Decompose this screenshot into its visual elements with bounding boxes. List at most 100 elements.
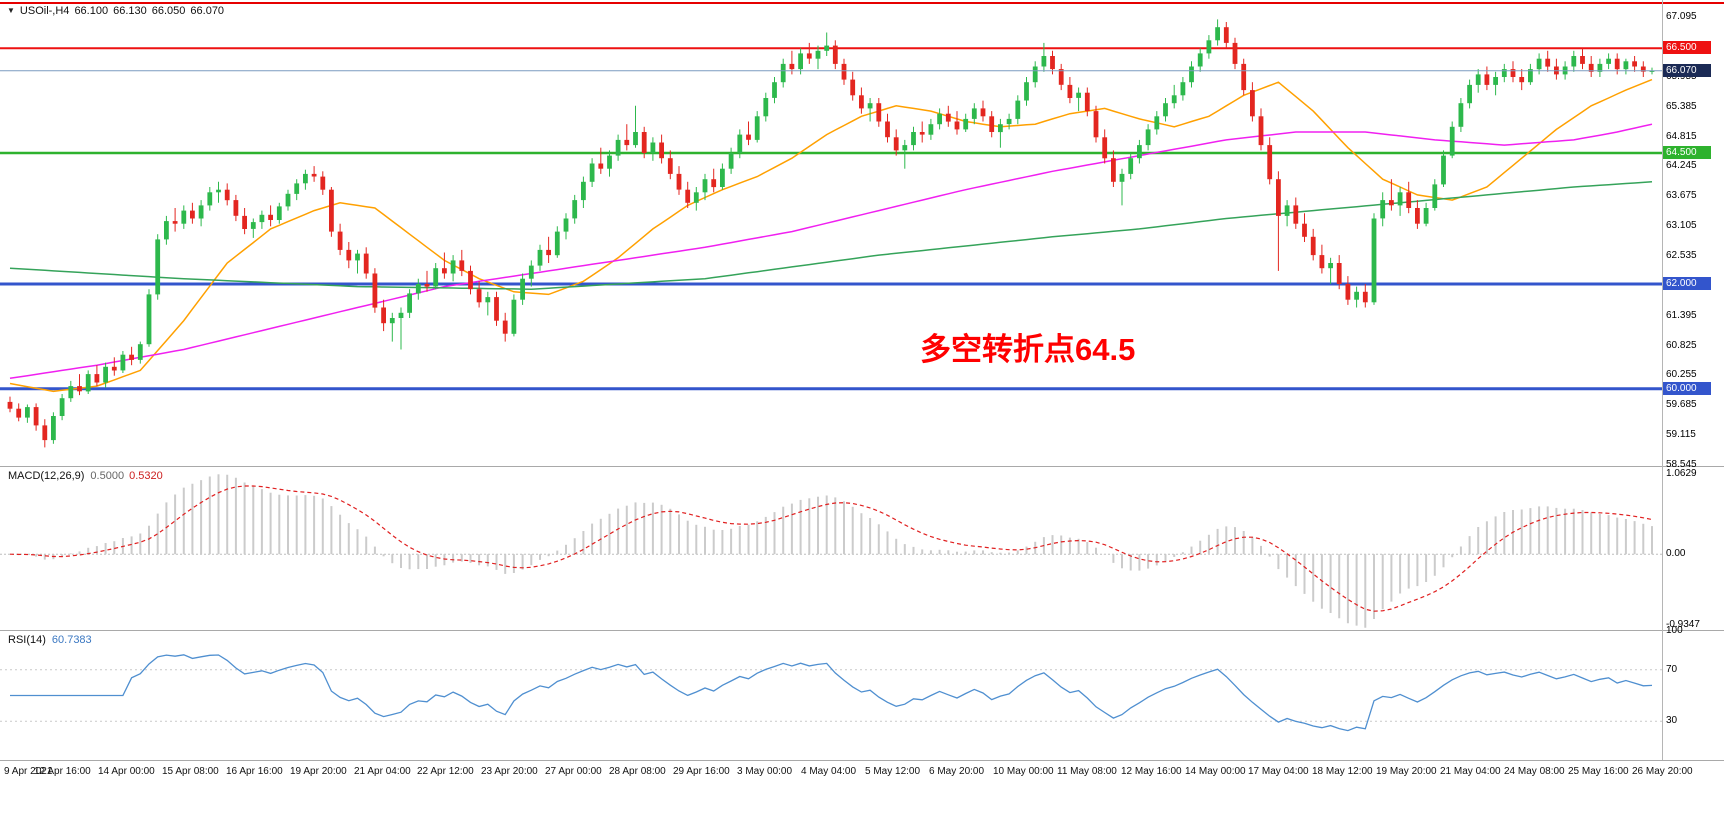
- rsi-axis-label: 30: [1666, 715, 1678, 727]
- macd-pane[interactable]: [0, 467, 1662, 630]
- candle-body: [485, 297, 491, 303]
- candle-body: [303, 173, 308, 184]
- macd-label: MACD(12,26,9) 0.5000 0.5320: [8, 470, 163, 482]
- rsi-pane[interactable]: [0, 631, 1662, 760]
- symbol-dropdown-icon[interactable]: ▼: [7, 6, 15, 15]
- candle-body: [415, 284, 421, 294]
- candle-body: [33, 407, 39, 426]
- candle-body: [563, 218, 569, 232]
- candle-body: [780, 63, 786, 83]
- candle-body: [1545, 58, 1551, 67]
- pane-separator: [0, 760, 1724, 761]
- candle-body: [103, 366, 108, 383]
- time-label: 21 Apr 04:00: [354, 766, 411, 777]
- candle-body: [806, 53, 812, 59]
- candle-body: [1449, 126, 1455, 156]
- candle-body: [1284, 205, 1290, 216]
- candle-body: [494, 297, 499, 321]
- main-chart-pane[interactable]: [0, 0, 1662, 466]
- candle-body: [1406, 192, 1412, 208]
- price-axis[interactable]: 67.09566.52565.95565.38564.81564.24563.6…: [1663, 0, 1724, 781]
- candle-body: [789, 63, 795, 70]
- pane-separator[interactable]: [0, 630, 1724, 631]
- rsi-line: [10, 654, 1653, 732]
- candle-body: [1180, 82, 1186, 96]
- candle-body: [1441, 155, 1446, 185]
- candle-body: [971, 108, 977, 119]
- time-label: 25 May 16:00: [1568, 766, 1629, 777]
- candle-body: [893, 137, 899, 151]
- candle-body: [859, 95, 864, 109]
- candle-body: [1084, 92, 1090, 111]
- candle-body: [1614, 58, 1620, 70]
- candle-body: [137, 344, 143, 360]
- price-tick-label: 62.535: [1666, 249, 1697, 261]
- candle-body: [737, 134, 743, 153]
- candle-body: [902, 145, 908, 151]
- candle-body: [51, 416, 56, 441]
- candle-body: [1302, 223, 1307, 237]
- candle-body: [728, 153, 734, 169]
- candle-body: [528, 265, 534, 279]
- candle-body: [1276, 179, 1281, 216]
- candle-body: [1354, 291, 1359, 300]
- candle-body: [502, 320, 508, 334]
- candle-body: [1458, 103, 1464, 127]
- candle-body: [1423, 208, 1429, 224]
- rsi-axis-label: 70: [1666, 663, 1678, 675]
- time-label: 15 Apr 08:00: [162, 766, 219, 777]
- candle-body: [641, 132, 647, 153]
- candle-body: [1571, 56, 1577, 67]
- candle-body: [720, 168, 725, 187]
- time-label: 17 May 04:00: [1248, 766, 1309, 777]
- candle-body: [1484, 74, 1490, 85]
- candle-body: [155, 239, 161, 295]
- candle-body: [120, 354, 126, 371]
- pane-separator[interactable]: [0, 466, 1724, 467]
- candle-body: [598, 163, 604, 169]
- candle-body: [615, 139, 621, 156]
- candle-body: [1093, 111, 1099, 138]
- candle-body: [42, 425, 48, 441]
- candle-body: [520, 278, 525, 300]
- candle-body: [963, 118, 969, 130]
- ma-fast-orange: [9, 78, 1653, 393]
- macd-name: MACD(12,26,9): [8, 470, 85, 482]
- candle-body: [68, 386, 74, 399]
- price-tick-label: 58.545: [1666, 459, 1697, 470]
- candle-body: [945, 113, 951, 122]
- time-label: 19 May 20:00: [1376, 766, 1437, 777]
- candle-body: [311, 173, 317, 177]
- candle-body: [633, 132, 638, 146]
- candle-body: [1293, 205, 1299, 224]
- candle-body: [572, 200, 578, 219]
- candle-body: [468, 270, 473, 290]
- rsi-value: 60.7383: [51, 634, 92, 646]
- candle-body: [346, 249, 352, 261]
- candle-body: [285, 193, 291, 207]
- candle-body: [824, 45, 830, 51]
- candle-body: [320, 176, 326, 190]
- time-label: 5 May 12:00: [865, 766, 921, 777]
- time-label: 12 May 16:00: [1121, 766, 1182, 777]
- candle-body: [1119, 173, 1125, 182]
- candle-body: [1137, 145, 1142, 159]
- ohlc-low: 66.050: [151, 5, 186, 17]
- rsi-label: RSI(14) 60.7383: [8, 634, 92, 646]
- candle-body: [1606, 58, 1611, 64]
- candle-body: [1319, 255, 1325, 269]
- candle-body: [59, 398, 65, 416]
- candle-body: [355, 253, 360, 261]
- time-label: 28 Apr 08:00: [609, 766, 666, 777]
- candle-body: [94, 374, 100, 383]
- time-axis[interactable]: 9 Apr 2021 12 Apr 16:00 14 Apr 00:00 15 Apr…: [0, 760, 1724, 784]
- candle-body: [1128, 158, 1134, 174]
- candle-body: [1163, 103, 1168, 117]
- candle-body: [1467, 84, 1472, 104]
- candle-body: [1241, 63, 1247, 91]
- candle-body: [1310, 236, 1316, 256]
- candle-body: [250, 222, 256, 229]
- candle-body: [928, 124, 934, 135]
- candle-body: [268, 214, 273, 220]
